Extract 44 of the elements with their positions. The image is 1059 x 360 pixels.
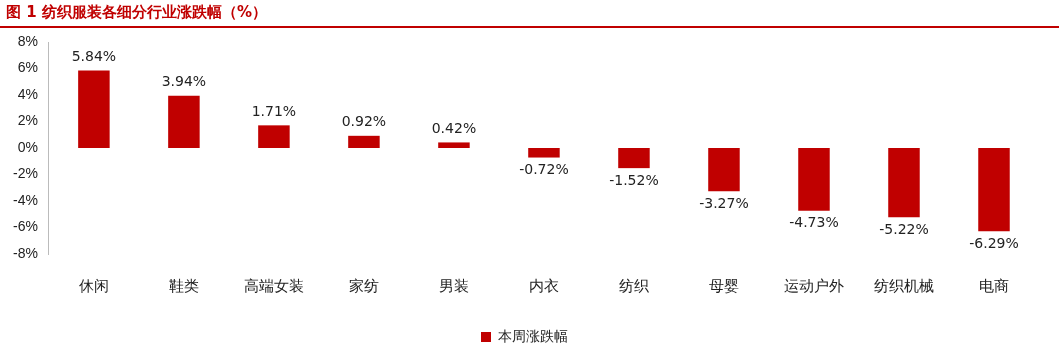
y-tick-label: -4% xyxy=(12,191,38,208)
bar xyxy=(798,148,830,211)
data-label: -5.22% xyxy=(879,220,929,237)
chart-title: 图 1 纺织服装各细分行业涨跌幅（%） xyxy=(0,0,1059,28)
data-label: -4.73% xyxy=(789,214,839,231)
bar xyxy=(348,135,380,148)
bar xyxy=(978,148,1010,232)
legend-label: 本周涨跌幅 xyxy=(498,327,568,344)
bar xyxy=(78,70,110,148)
data-label: 0.42% xyxy=(431,120,477,137)
x-tick-label: 母婴 xyxy=(708,277,739,295)
x-tick-label: 休闲 xyxy=(78,277,109,295)
data-label: -1.52% xyxy=(609,171,659,188)
x-tick-label: 纺织机械 xyxy=(873,277,934,295)
x-tick-label: 电商 xyxy=(979,277,1009,295)
bar xyxy=(618,148,650,169)
data-label: -3.27% xyxy=(699,194,749,211)
bar xyxy=(528,148,560,158)
data-label: 1.71% xyxy=(251,102,297,119)
x-tick-label: 纺织 xyxy=(618,277,649,295)
y-tick-label: -8% xyxy=(12,244,38,261)
x-tick-label: 男装 xyxy=(438,277,469,295)
data-label: -0.72% xyxy=(519,161,569,178)
data-label: 0.92% xyxy=(341,113,387,130)
x-tick-label: 鞋类 xyxy=(168,277,199,295)
x-tick-label: 家纺 xyxy=(348,277,379,295)
y-tick-label: 8% xyxy=(17,32,38,49)
data-label: -6.29% xyxy=(969,234,1019,251)
x-tick-label: 内衣 xyxy=(528,277,559,295)
bar xyxy=(168,95,200,148)
bar xyxy=(438,142,470,148)
bar xyxy=(708,148,740,192)
y-tick-label: 0% xyxy=(17,138,38,155)
y-tick-label: -2% xyxy=(12,165,38,182)
data-label: 3.94% xyxy=(161,73,207,90)
bar xyxy=(888,148,920,218)
y-tick-label: -6% xyxy=(12,218,38,235)
bar xyxy=(258,125,290,148)
y-tick-label: 6% xyxy=(17,59,38,76)
x-tick-label: 高端女装 xyxy=(243,277,304,295)
x-tick-label: 运动户外 xyxy=(783,277,844,295)
y-tick-label: 4% xyxy=(17,85,38,102)
y-tick-label: 2% xyxy=(17,112,38,129)
data-label: 5.84% xyxy=(71,48,117,65)
